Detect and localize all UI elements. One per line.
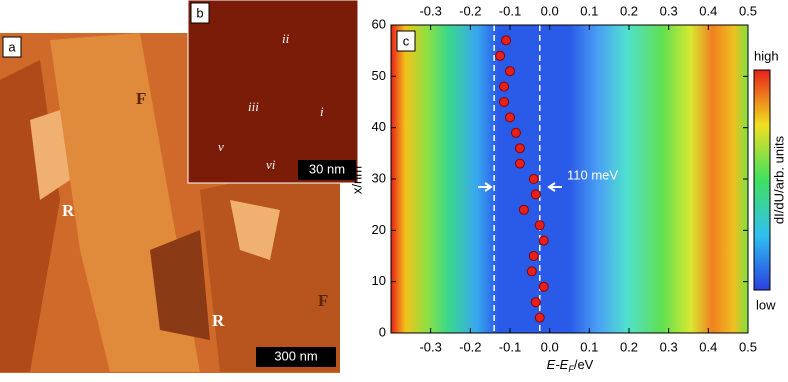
region-label: R [212,311,225,330]
data-point [530,189,541,200]
x-tick-label-top: 0.1 [580,3,598,18]
x-tick-label-top: -0.3 [419,3,441,18]
y-tick-label: 50 [372,68,386,83]
x-tick-label: 0.3 [660,339,678,354]
data-point [514,143,525,154]
x-tick-label: 0.2 [620,339,638,354]
data-point [518,204,529,215]
arrow [547,182,562,192]
heatmap [391,25,748,333]
x-axis-label: E-EF/eV [547,357,594,374]
colorbar-low: low [756,297,776,312]
marker-label: ii [282,31,290,46]
data-point [538,281,549,292]
y-axis-label: x/nm [349,166,364,194]
marker-label: iii [248,99,259,114]
data-point [528,174,539,184]
panel-b: b ii iii i v vi 30 nm [187,0,359,184]
x-tick-label: 0.4 [699,339,717,354]
data-point [530,297,541,308]
y-tick-label: 40 [372,119,386,134]
y-tick-label: 30 [372,170,386,185]
x-tick-label-top: 0.3 [660,3,678,18]
data-point [538,235,549,246]
x-tick-label-top: 0.2 [620,3,638,18]
scale-bar: 300 nm [274,348,317,363]
data-point [501,35,512,46]
panel-label: c [403,33,410,48]
arrow [478,182,493,192]
x-tick-label: 0.1 [580,339,598,354]
x-label-main: E-E [547,357,569,372]
x-label-unit: /eV [574,357,594,372]
colorbar-high: high [754,48,779,63]
x-tick-label-top: 0.5 [739,3,757,18]
data-point [510,127,521,138]
colorbar-label: dI/dU/arb. units [771,135,786,224]
data-point [505,66,515,77]
x-tick-label-top: -0.2 [459,3,481,18]
data-point [528,251,539,261]
x-tick-label: 0.0 [541,339,559,354]
colorbar [753,69,771,291]
annotation: 110 meV [567,167,618,182]
scale-bar: 30 nm [309,161,345,176]
data-point [534,312,545,323]
data-point [526,266,537,277]
data-point [499,97,510,107]
y-tick-label: 0 [379,324,386,339]
x-tick-label-top: -0.1 [499,3,521,18]
x-tick-label: -0.1 [499,339,521,354]
region-label: F [318,291,328,310]
x-label-sub: F [568,364,574,374]
region-label: F [136,89,146,108]
region-label: R [62,201,75,220]
y-tick-label: 20 [372,222,386,237]
x-tick-label: -0.2 [459,339,481,354]
panel-label: a [8,39,16,54]
y-tick-label: 10 [372,273,386,288]
marker-label: i [320,104,324,119]
x-tick-label: 0.5 [739,339,757,354]
marker-label: v [218,139,224,154]
x-tick-label-top: 0.0 [541,3,559,18]
panel-c: -0.3 -0.3 -0.2 -0.2 -0.1 -0.1 0.0 0.0 0.1 0.1 0.2 0… [349,3,786,374]
data-point [514,158,525,169]
x-tick-label-top: 0.4 [699,3,717,18]
panel-label-box [396,30,416,52]
data-point [505,112,515,123]
marker-label: vi [266,157,276,172]
x-tick-label: -0.3 [419,339,441,354]
data-point [534,220,545,231]
data-point [499,81,510,92]
y-tick-label: 60 [372,16,386,31]
data-point [495,50,506,61]
panel-label: b [196,5,203,20]
